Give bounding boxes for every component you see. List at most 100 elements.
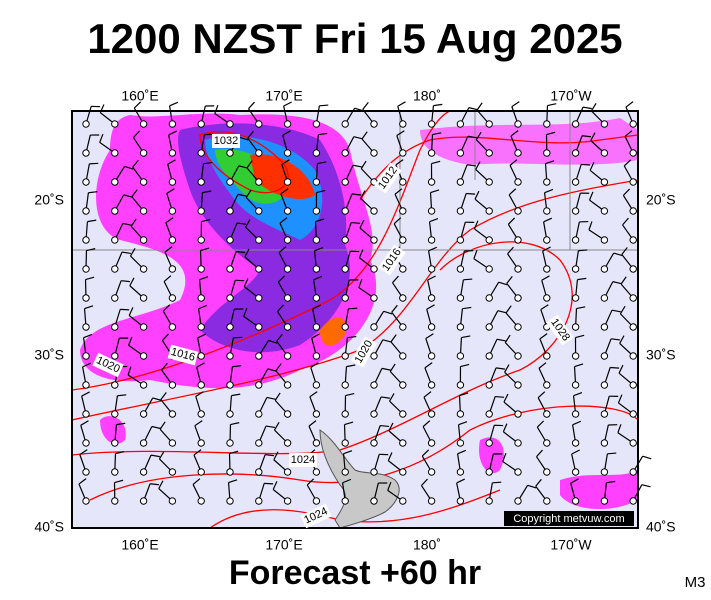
wind-barb <box>370 339 392 360</box>
barb-station <box>82 120 90 128</box>
wind-barb <box>312 132 328 157</box>
barb-flag <box>546 131 556 136</box>
wind-barb <box>543 188 554 215</box>
wind-barb <box>276 304 292 331</box>
barb-station <box>600 294 609 302</box>
barb-flag <box>624 130 633 137</box>
barb-flag <box>467 164 477 167</box>
barb-station <box>456 381 465 389</box>
barb-flag <box>622 217 629 226</box>
wind-barb <box>306 478 321 505</box>
wind-barb <box>600 309 621 331</box>
wind-barb <box>226 393 241 418</box>
barb-flag <box>267 368 277 372</box>
barb-flag <box>306 478 315 486</box>
barb-station <box>600 236 609 244</box>
barb-flag <box>272 481 278 490</box>
barb-flag <box>572 420 582 426</box>
wind-barb <box>160 392 177 418</box>
barb-flag <box>198 304 208 310</box>
barb-flag <box>582 106 592 110</box>
barb-flag <box>124 165 134 170</box>
barb-station <box>485 149 493 157</box>
barb-flag <box>579 220 589 223</box>
barb-station <box>226 323 234 331</box>
barb-flag <box>282 130 291 136</box>
wind-barb <box>485 481 502 505</box>
wind-barb <box>82 105 101 128</box>
barb-station <box>197 294 205 302</box>
barb-flag <box>205 105 215 107</box>
barb-flag <box>164 246 173 253</box>
rain-orange <box>320 317 346 346</box>
barb-flag <box>279 217 288 224</box>
barb-flag <box>274 392 281 401</box>
barb-station <box>399 352 407 360</box>
barb-flag <box>317 161 327 165</box>
wind-barb <box>420 478 436 505</box>
barb-station <box>283 410 292 418</box>
barb-flag <box>475 131 482 141</box>
longitude-label-top: 170˚W <box>550 88 592 104</box>
wind-barb <box>571 420 582 447</box>
barb-flag <box>580 192 590 194</box>
wind-barb <box>588 191 609 215</box>
wind-barb <box>243 307 263 331</box>
barb-flag <box>507 217 516 225</box>
barb-station <box>370 236 378 244</box>
wind-barb <box>600 424 618 447</box>
barb-flag <box>473 220 479 230</box>
wind-barb <box>600 395 619 418</box>
barb-station <box>226 410 234 418</box>
wind-barb <box>456 250 474 273</box>
barb-station <box>571 468 580 476</box>
barb-station <box>399 468 407 476</box>
wind-barb <box>370 482 388 505</box>
barb-flag <box>424 362 433 369</box>
wind-barb <box>197 105 215 128</box>
barb-station <box>197 120 205 128</box>
wind-barb <box>111 394 127 418</box>
wind-barb <box>255 339 278 360</box>
wind-barb <box>80 420 90 447</box>
barb-station <box>312 497 321 505</box>
barb-flag <box>468 107 478 111</box>
wind-barb <box>341 364 356 389</box>
barb-station <box>226 178 234 186</box>
barb-station <box>168 120 177 128</box>
wind-barb <box>197 304 208 331</box>
barb-station <box>168 178 177 186</box>
barb-flag <box>573 391 583 397</box>
barb-station <box>485 410 493 418</box>
wind-barb <box>456 478 465 505</box>
barb-flag <box>315 218 325 223</box>
barb-flag <box>383 310 393 315</box>
wind-barb <box>473 220 493 244</box>
barb-flag <box>273 422 280 431</box>
barb-station <box>370 410 378 418</box>
barb-station <box>427 323 436 331</box>
wind-barb <box>541 275 551 302</box>
wind-barb <box>623 159 637 186</box>
wind-barb <box>279 217 292 244</box>
wind-barb <box>226 450 239 476</box>
barb-station <box>399 178 407 186</box>
barb-station <box>629 468 637 476</box>
wind-barb <box>571 363 584 389</box>
barb-flag <box>620 276 627 285</box>
wind-barb <box>111 337 129 360</box>
barb-station <box>600 439 609 447</box>
wind-barb <box>312 218 325 244</box>
barb-station <box>600 265 609 273</box>
barb-flag <box>612 281 622 285</box>
wind-barb <box>543 131 556 157</box>
wind-barb <box>197 276 209 302</box>
wind-barb <box>226 279 245 302</box>
wind-barb <box>111 308 130 331</box>
wind-barb <box>273 422 292 447</box>
wind-barb <box>456 192 476 215</box>
wind-barb <box>421 449 436 476</box>
wind-barb <box>456 221 475 244</box>
barb-station <box>111 207 119 215</box>
wind-barb <box>312 104 329 128</box>
